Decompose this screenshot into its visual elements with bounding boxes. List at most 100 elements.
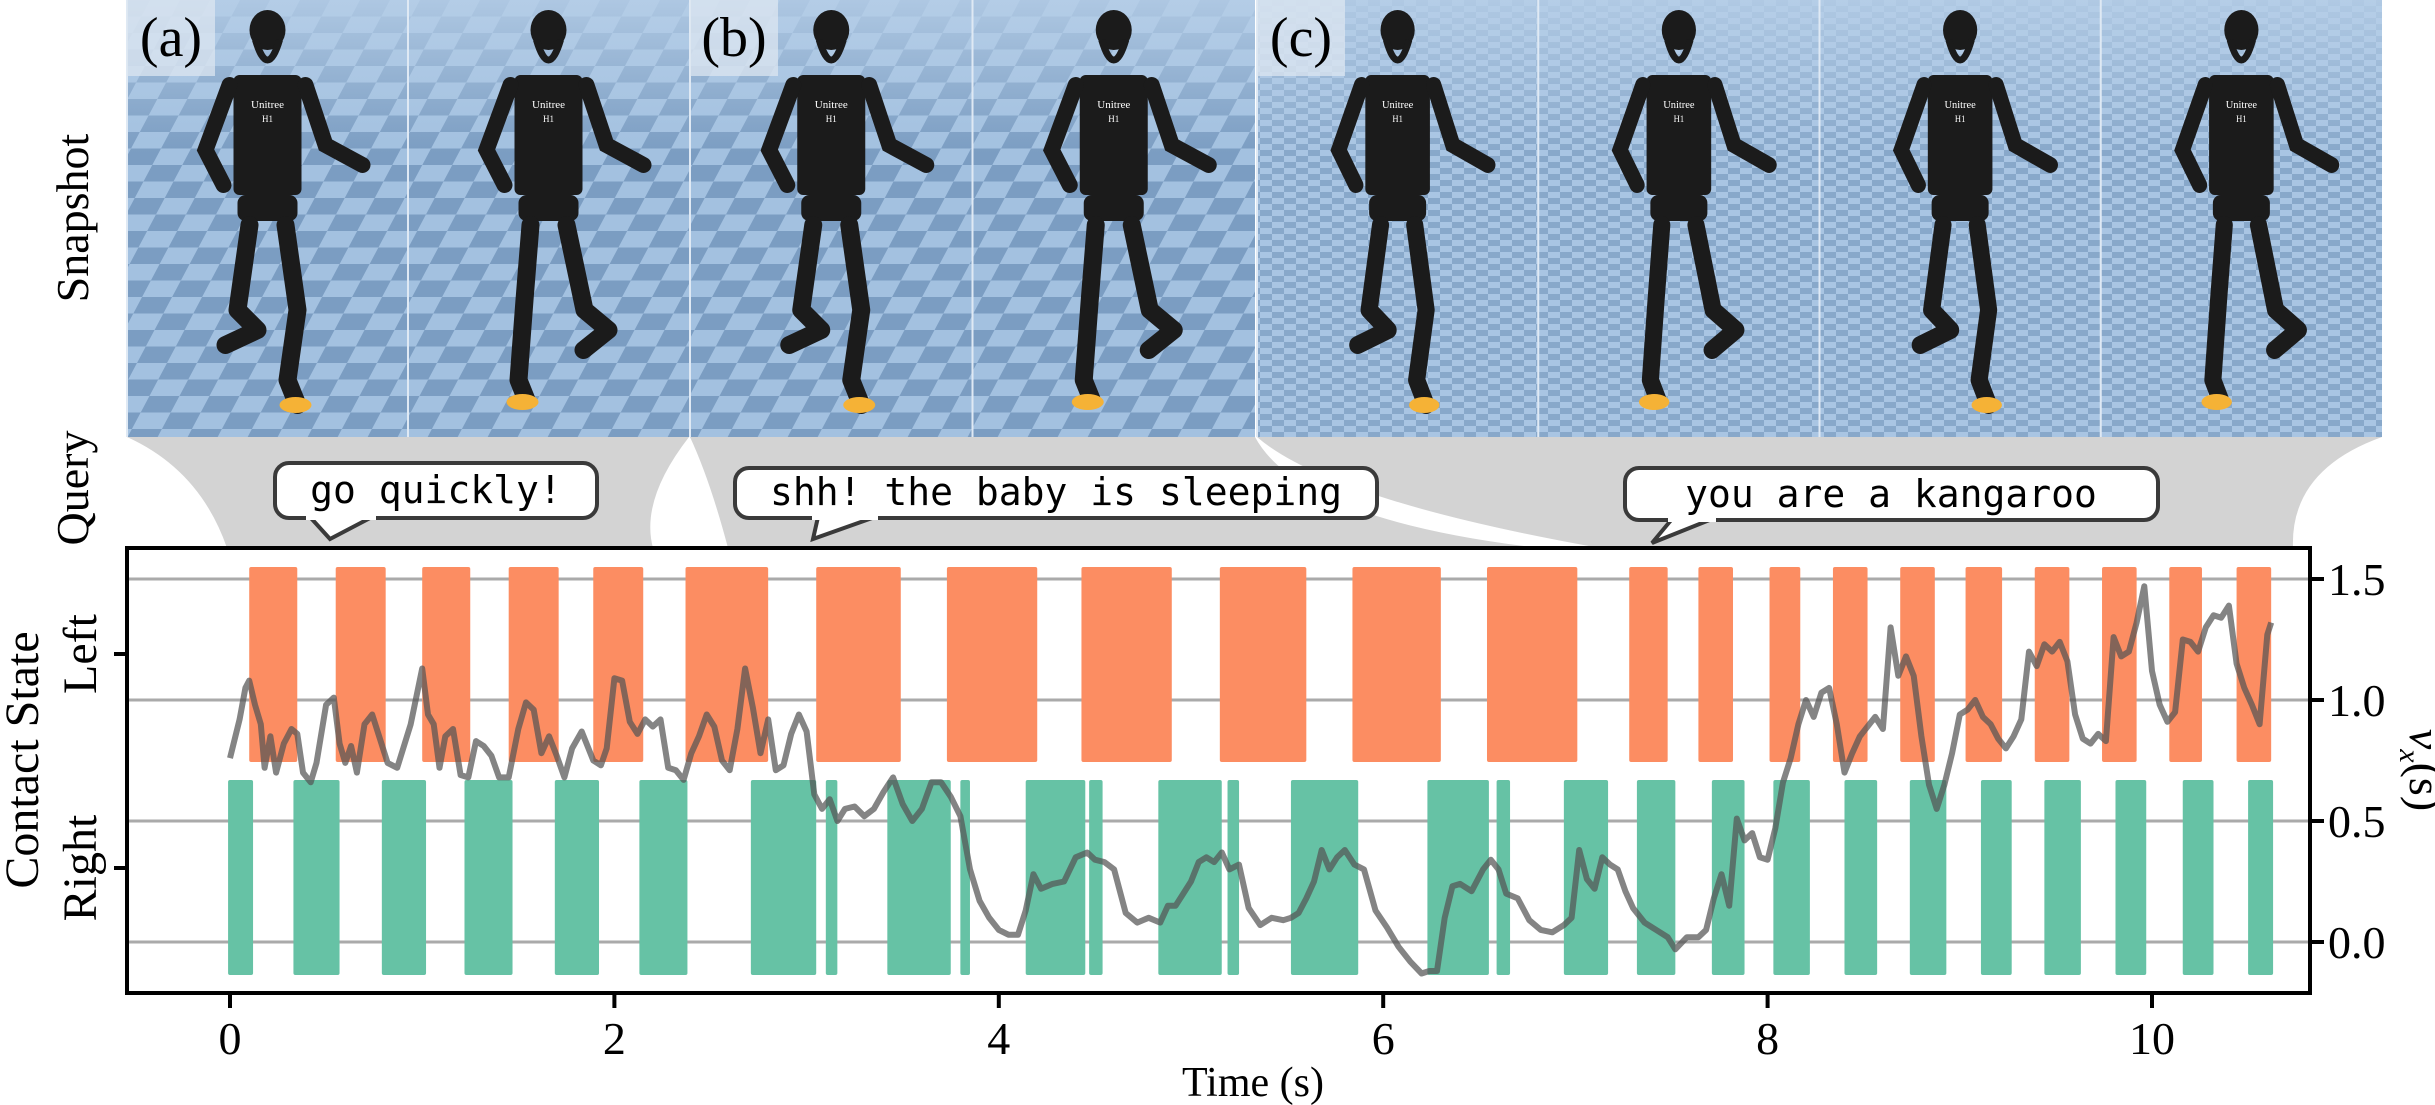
robot-logo-text: Unitree — [1944, 99, 1976, 111]
query-text-a: go quickly! — [310, 468, 562, 512]
right-contact-bar — [1773, 780, 1810, 975]
right-contact-bar — [960, 780, 970, 975]
y-right-tick-label: 1.0 — [2328, 675, 2386, 726]
panel-label: (c) — [1270, 7, 1332, 69]
robot-figure: Unitree H1 — [760, 10, 935, 414]
left-contact-bar — [816, 567, 901, 762]
robot-logo-text: Unitree — [251, 99, 284, 111]
left-contact-bar — [2034, 567, 2070, 762]
query-text-b: shh! the baby is sleeping — [770, 470, 1342, 514]
right-contact-bar — [639, 780, 688, 975]
foot-contact-marker — [1638, 394, 1670, 410]
x-axis-ticks: 0 2 4 6 8 10 — [219, 993, 2175, 1064]
right-contact-bar — [1025, 780, 1086, 975]
robot-figure: Unitree H1 — [2174, 10, 2340, 410]
foot-contact-marker — [1409, 397, 1440, 413]
x-tick-label: 10 — [2129, 1013, 2175, 1064]
right-contact-bar — [381, 780, 427, 975]
svg-text:H1: H1 — [1955, 114, 1965, 124]
svg-text:H1: H1 — [2236, 114, 2246, 124]
snapshot-panel-c: Unitree H1 Unitree H1 Unitree H1 Unitree H1 (c) — [1256, 0, 2382, 437]
contact-velocity-plot: 0 2 4 6 8 10 0.0 0.5 1.0 1.5 Left Right Contact … — [0, 546, 2435, 1105]
foot-contact-marker — [1071, 394, 1104, 410]
svg-text:H1: H1 — [1392, 114, 1402, 124]
snapshot-row: Unitree H1 Unitree H1 (a) Unitree H1 Unitree H1 (… — [126, 0, 2382, 437]
left-contact-bar — [422, 567, 471, 762]
left-contact-bar — [2169, 567, 2202, 762]
svg-text:H1: H1 — [1108, 114, 1119, 124]
foot-contact-marker — [506, 394, 539, 410]
robot-figure: Unitree H1 — [1611, 10, 1777, 410]
left-contact-bar — [1698, 567, 1734, 762]
right-contact-bar — [1909, 780, 1947, 975]
right-contact-bar — [228, 780, 254, 975]
x-tick-label: 4 — [987, 1013, 1010, 1064]
right-contact-bar — [2248, 780, 2274, 975]
foot-contact-marker — [843, 397, 876, 413]
robot-logo-text: Unitree — [815, 99, 848, 111]
snapshot-frame: Unitree H1 — [2099, 0, 2382, 437]
robot-logo-text: Unitree — [1097, 99, 1130, 111]
foot-contact-marker — [2201, 394, 2232, 410]
y-left-tick-right: Right — [54, 814, 107, 921]
row-label-query: Query — [47, 431, 98, 546]
right-contact-bar — [1227, 780, 1240, 975]
right-contact-bar — [1290, 780, 1359, 975]
robot-figure: Unitree H1 — [1043, 10, 1217, 410]
snapshot-frame: Unitree H1 — [1537, 0, 1820, 437]
foot-contact-marker — [279, 397, 312, 413]
y-left-tick-left: Left — [54, 613, 107, 694]
right-contact-bar — [887, 780, 951, 975]
svg-text:H1: H1 — [1674, 114, 1684, 124]
y-right-axis-label: vx(s) — [2393, 729, 2435, 811]
x-axis-label: Time (s) — [1182, 1060, 1324, 1105]
left-contact-bar — [1219, 567, 1307, 762]
y-right-tick-label: 0.0 — [2328, 917, 2386, 968]
snapshot-frame: Unitree H1 — [407, 0, 689, 437]
y-left-axis-label: Contact State — [0, 631, 49, 888]
left-contact-bar — [1352, 567, 1441, 762]
y-right-tick-label: 1.5 — [2328, 554, 2386, 605]
right-contact-bar — [464, 780, 513, 975]
panel-label: (b) — [701, 7, 766, 69]
robot-figure: Unitree H1 — [477, 10, 652, 410]
snapshot-panel-b: Unitree H1 Unitree H1 (b) — [689, 0, 1255, 437]
left-contact-bar — [1629, 567, 1668, 762]
y-right-tick-label: 0.5 — [2328, 796, 2386, 847]
left-contact-bar — [1965, 567, 2003, 762]
robot-logo-text: Unitree — [532, 99, 565, 111]
snapshot-panel-a: Unitree H1 Unitree H1 (a) — [126, 0, 689, 437]
query-bubble-c: you are a kangaroo — [1623, 466, 2160, 545]
foot-contact-marker — [1971, 397, 2002, 413]
right-contact-bar — [1089, 780, 1103, 975]
right-contact-bar — [293, 780, 340, 975]
plot-frame — [125, 546, 2312, 995]
robot-logo-text: Unitree — [2226, 99, 2258, 111]
left-contact-bars — [249, 567, 2272, 762]
row-label-snapshot: Snapshot — [47, 133, 98, 302]
robot-logo-text: Unitree — [1663, 99, 1695, 111]
right-contact-bar — [2115, 780, 2147, 975]
robot-figure: Unitree H1 — [1330, 10, 1496, 414]
right-contact-bar — [2182, 780, 2214, 975]
x-tick-label: 8 — [1756, 1013, 1779, 1064]
x-tick-label: 2 — [603, 1013, 626, 1064]
robot-figure: Unitree H1 — [1892, 10, 2058, 414]
left-contact-bar — [1832, 567, 1868, 762]
velocity-line — [227, 583, 2275, 977]
panel-label: (a) — [140, 7, 202, 69]
query-bubble-a: go quickly! — [273, 461, 599, 542]
svg-text:H1: H1 — [826, 114, 837, 124]
x-tick-label: 0 — [219, 1013, 242, 1064]
right-contact-bar — [1844, 780, 1878, 975]
snapshot-frame: Unitree H1 — [971, 0, 1255, 437]
svg-text:H1: H1 — [543, 114, 554, 124]
left-contact-bar — [249, 567, 298, 762]
right-contact-bar — [1980, 780, 2012, 975]
svg-text:H1: H1 — [262, 114, 273, 124]
snapshot-frame: Unitree H1 — [1818, 0, 2101, 437]
query-text-c: you are a kangaroo — [1685, 472, 2097, 516]
left-contact-bar — [1769, 567, 1801, 762]
right-contact-bar — [1711, 780, 1745, 975]
